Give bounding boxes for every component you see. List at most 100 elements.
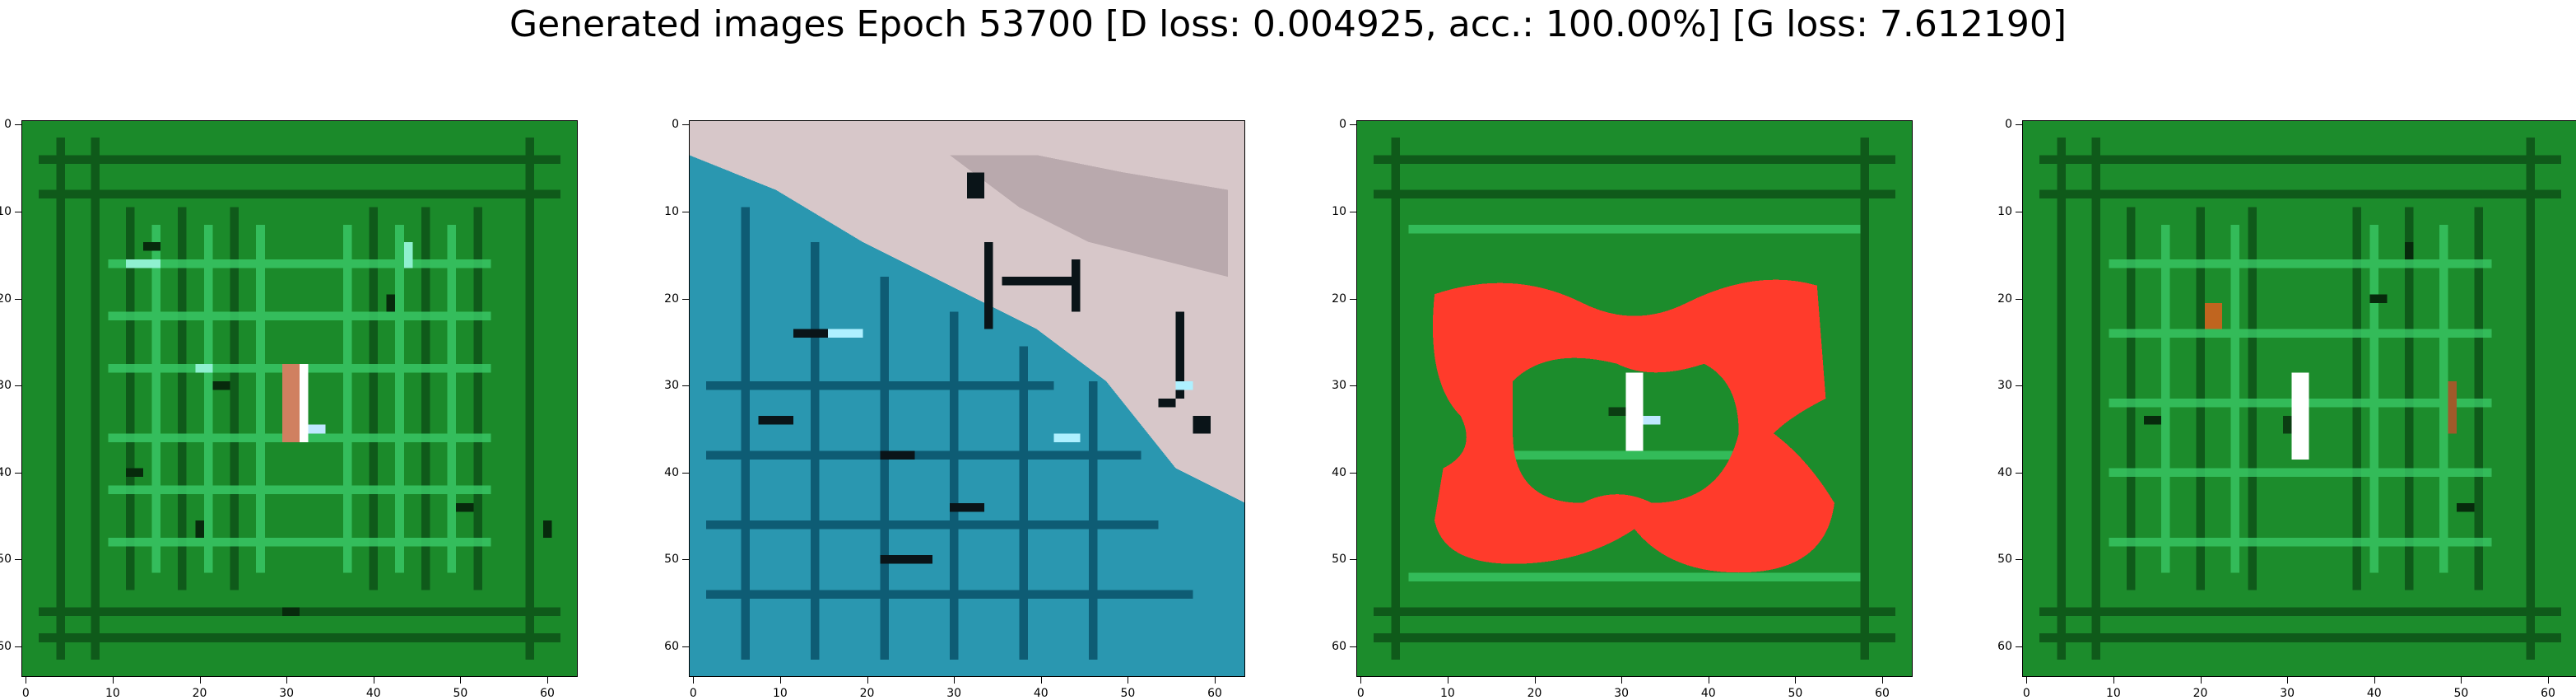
x-tick	[547, 677, 549, 684]
y-tick-label: 60	[0, 640, 12, 654]
y-tick-label: 60	[664, 640, 679, 654]
y-tick-label: 40	[1997, 465, 2012, 479]
y-tick	[15, 124, 21, 126]
x-tick-label: 20	[192, 687, 207, 700]
x-tick	[1882, 677, 1884, 684]
y-tick-label: 50	[0, 553, 12, 567]
y-tick-label: 0	[672, 118, 679, 132]
y-tick	[1350, 646, 1356, 648]
y-tick	[15, 298, 21, 300]
x-tick-label: 60	[540, 687, 555, 700]
x-tick-label: 40	[2366, 687, 2382, 700]
y-tick	[1350, 298, 1356, 300]
x-tick-label: 20	[2192, 687, 2208, 700]
x-tick-label: 10	[2105, 687, 2121, 700]
x-tick	[1795, 677, 1797, 684]
x-tick-label: 30	[279, 687, 295, 700]
x-tick-label: 10	[105, 687, 120, 700]
x-tick	[1215, 677, 1216, 684]
y-tick-label: 50	[664, 553, 679, 567]
x-tick	[2374, 677, 2375, 684]
y-tick-label: 0	[2005, 118, 2012, 132]
x-tick-label: 50	[453, 687, 468, 700]
x-tick-label: 0	[689, 687, 697, 700]
y-tick	[1350, 124, 1356, 126]
image-panel-3: 0 10 20 30 40 50 60 0 10 20 30 40 50 60	[1332, 118, 1913, 700]
x-tick-label: 50	[1788, 687, 1803, 700]
y-tick-label: 0	[1339, 118, 1346, 132]
x-tick	[1360, 677, 1362, 684]
y-tick	[682, 472, 689, 474]
image-panel-4: 0 10 20 30 40 50 60 0 10 20 30 40 50 60	[1997, 118, 2576, 700]
y-tick	[2016, 646, 2022, 648]
x-tick	[199, 677, 201, 684]
x-tick	[954, 677, 956, 684]
x-tick	[693, 677, 695, 684]
y-tick-label: 20	[664, 292, 679, 306]
x-tick-label: 60	[1207, 687, 1222, 700]
generated-image-2	[689, 120, 1245, 677]
x-tick	[2287, 677, 2289, 684]
y-tick	[2016, 559, 2022, 561]
x-tick	[1534, 677, 1536, 684]
x-tick	[2113, 677, 2114, 684]
y-tick	[15, 646, 21, 648]
x-tick-label: 30	[1614, 687, 1630, 700]
x-tick	[2548, 677, 2550, 684]
y-tick-label: 30	[0, 379, 12, 393]
x-tick-label: 40	[1033, 687, 1049, 700]
y-tick	[2016, 124, 2022, 126]
x-tick-label: 30	[2280, 687, 2295, 700]
x-tick-label: 30	[946, 687, 962, 700]
y-tick	[682, 559, 689, 561]
y-tick-label: 40	[0, 465, 12, 479]
y-tick	[2016, 385, 2022, 387]
x-tick	[779, 677, 781, 684]
y-tick-label: 10	[0, 204, 12, 218]
x-tick-label: 10	[1439, 687, 1455, 700]
x-tick-label: 20	[1527, 687, 1542, 700]
y-tick	[682, 124, 689, 126]
x-tick	[2200, 677, 2202, 684]
x-tick-label: 40	[365, 687, 381, 700]
y-tick-label: 20	[1332, 292, 1346, 306]
x-tick-label: 50	[2453, 687, 2469, 700]
y-tick-label: 0	[4, 118, 12, 132]
generated-image-3	[1356, 120, 1913, 677]
y-tick-label: 60	[1332, 640, 1346, 654]
y-tick	[1350, 472, 1356, 474]
x-tick-label: 20	[859, 687, 875, 700]
y-tick	[15, 472, 21, 474]
y-tick-label: 10	[664, 204, 679, 218]
x-tick	[286, 677, 288, 684]
x-tick-label: 50	[1120, 687, 1136, 700]
x-tick-label: 10	[772, 687, 788, 700]
y-tick-label: 20	[0, 292, 12, 306]
x-tick	[2026, 677, 2028, 684]
x-tick-label: 0	[1356, 687, 1365, 700]
y-tick-label: 10	[1997, 204, 2012, 218]
y-tick	[2016, 472, 2022, 474]
y-tick-label: 40	[1332, 465, 1346, 479]
x-tick	[1621, 677, 1623, 684]
x-tick-label: 60	[1875, 687, 1890, 700]
y-tick-label: 50	[1997, 553, 2012, 567]
y-tick	[1350, 385, 1356, 387]
image-panel-1: 0 10 20 30 40 50 60 0 10 20 30 40 50 60	[0, 118, 578, 700]
x-tick-label: 60	[2541, 687, 2555, 700]
x-tick	[1040, 677, 1042, 684]
image-panel-2: 0 10 20 30 40 50 60 0 10 20 30 40 50 60	[664, 118, 1245, 700]
x-tick	[112, 677, 114, 684]
figure-suptitle: Generated images Epoch 53700 [D loss: 0.…	[509, 3, 2067, 45]
y-tick-label: 30	[1332, 379, 1346, 393]
x-tick-label: 0	[2022, 687, 2030, 700]
x-tick	[867, 677, 868, 684]
y-tick-label: 30	[664, 379, 679, 393]
y-tick-label: 50	[1332, 553, 1346, 567]
y-tick	[15, 385, 21, 387]
y-tick	[15, 559, 21, 561]
y-tick	[682, 298, 689, 300]
y-tick-label: 30	[1997, 379, 2012, 393]
generated-image-1	[21, 120, 578, 677]
y-tick-label: 20	[1997, 292, 2012, 306]
